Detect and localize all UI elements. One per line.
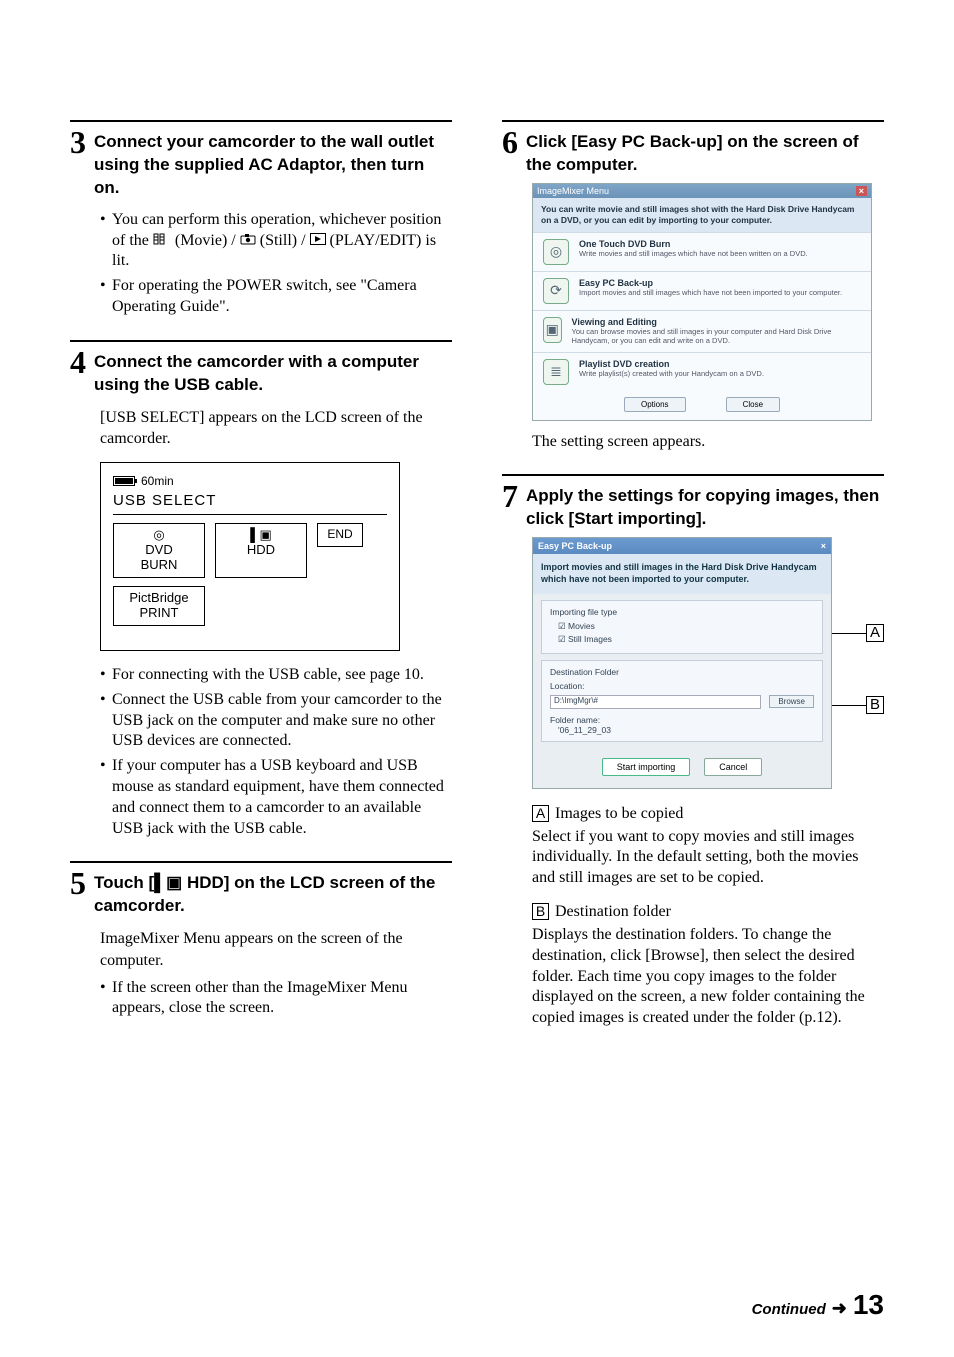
page-number: 13 — [853, 1289, 884, 1321]
folder-name-label: Folder name: — [550, 715, 814, 725]
step-title: Connect the camcorder with a computer us… — [94, 351, 452, 397]
disc-burn-icon: ◎ — [543, 239, 569, 265]
location-input[interactable]: D:\ImgMgr\# — [550, 695, 761, 709]
definition-a-body: Select if you want to copy movies and st… — [532, 827, 884, 889]
step-7: 7 Apply the settings for copying images,… — [502, 474, 884, 1029]
menu-item-one-touch[interactable]: ◎ One Touch DVD BurnWrite movies and sti… — [533, 232, 871, 271]
step-number: 4 — [70, 346, 86, 378]
end-button[interactable]: END — [317, 523, 363, 547]
label-b-box: B — [532, 903, 549, 920]
step-number: 3 — [70, 126, 86, 158]
menu-header: You can write movie and still images sho… — [533, 198, 871, 232]
arrow-icon: ➜ — [832, 1298, 847, 1319]
hdd-icon: ▌▣ — [222, 528, 300, 543]
bullet: Connect the USB cable from your camcorde… — [100, 690, 452, 752]
easy-pc-backup-window: Easy PC Back-up × Import movies and stil… — [532, 537, 832, 788]
step-title: Connect your camcorder to the wall outle… — [94, 131, 452, 200]
still-icon — [240, 231, 256, 252]
callout-a: A — [866, 624, 884, 642]
callout-b: B — [866, 696, 884, 714]
close-icon[interactable]: × — [856, 186, 867, 196]
step-5: 5 Touch [▌▣ HDD] on the LCD screen of th… — [70, 861, 452, 1019]
folder-name-value: '06_11_29_03 — [558, 725, 814, 735]
location-label: Location: — [550, 681, 814, 691]
play-icon — [310, 231, 326, 252]
movies-checkbox[interactable]: ☑ Movies — [558, 621, 814, 632]
usb-title: USB SELECT — [113, 491, 387, 511]
label-a-box: A — [532, 805, 549, 822]
imagemixer-menu-window: ImageMixer Menu × You can write movie an… — [532, 183, 872, 421]
start-importing-button[interactable]: Start importing — [602, 758, 691, 776]
bullet: For connecting with the USB cable, see p… — [100, 665, 452, 686]
step-3: 3 Connect your camcorder to the wall out… — [70, 120, 452, 318]
window-title: ImageMixer Menu — [537, 186, 609, 196]
viewing-icon: ▣ — [543, 317, 562, 343]
step-6: 6 Click [Easy PC Back-up] on the screen … — [502, 120, 884, 452]
backup-icon: ⟳ — [543, 278, 569, 304]
window-title: Easy PC Back-up — [538, 541, 612, 551]
definition-a: A Images to be copied Select if you want… — [532, 805, 884, 889]
definition-b: B Destination folder Displays the destin… — [532, 903, 884, 1029]
menu-item-easy-backup[interactable]: ⟳ Easy PC Back-upImport movies and still… — [533, 271, 871, 310]
cancel-button[interactable]: Cancel — [704, 758, 762, 776]
bullet: You can perform this operation, whicheve… — [100, 210, 452, 272]
step-4: 4 Connect the camcorder with a computer … — [70, 340, 452, 840]
step-intro: [USB SELECT] appears on the LCD screen o… — [100, 407, 452, 450]
usb-time: 60min — [141, 473, 174, 489]
movie-icon — [153, 231, 171, 252]
bullet: For operating the POWER switch, see "Cam… — [100, 276, 452, 318]
bullet: If your computer has a USB keyboard and … — [100, 756, 452, 839]
step-title: Click [Easy PC Back-up] on the screen of… — [526, 131, 884, 177]
importing-type-section: Importing file type ☑ Movies ☑ Still Ima… — [541, 600, 823, 654]
step-number: 5 — [70, 867, 86, 899]
close-icon[interactable]: × — [821, 541, 826, 551]
backup-header: Import movies and still images in the Ha… — [533, 554, 831, 593]
disc-icon: ◎ — [120, 528, 198, 543]
step-title: Apply the settings for copying images, t… — [526, 485, 884, 531]
step-title: Touch [▌▣ HDD] on the LCD screen of the … — [94, 872, 452, 918]
step-after: The setting screen appears. — [532, 431, 884, 453]
hdd-button[interactable]: ▌▣ HDD — [215, 523, 307, 578]
options-button[interactable]: Options — [624, 397, 686, 412]
page-footer: Continued ➜ 13 — [752, 1289, 884, 1321]
still-images-checkbox[interactable]: ☑ Still Images — [558, 634, 814, 645]
hdd-icon: ▌▣ — [154, 873, 182, 892]
step-number: 7 — [502, 480, 518, 512]
browse-button[interactable]: Browse — [769, 695, 814, 708]
close-button[interactable]: Close — [726, 397, 780, 412]
destination-section: Destination Folder Location: D:\ImgMgr\#… — [541, 660, 823, 742]
step-number: 6 — [502, 126, 518, 158]
definition-a-title: Images to be copied — [555, 805, 683, 823]
bullet: If the screen other than the ImageMixer … — [100, 978, 452, 1020]
dvd-burn-button[interactable]: ◎ DVDBURN — [113, 523, 205, 578]
definition-b-body: Displays the destination folders. To cha… — [532, 925, 884, 1029]
battery-icon — [113, 476, 135, 486]
continued-label: Continued — [752, 1301, 826, 1318]
definition-b-title: Destination folder — [555, 903, 671, 921]
playlist-icon: ≣ — [543, 359, 569, 385]
menu-item-viewing[interactable]: ▣ Viewing and EditingYou can browse movi… — [533, 310, 871, 352]
menu-item-playlist[interactable]: ≣ Playlist DVD creationWrite playlist(s)… — [533, 352, 871, 391]
pictbridge-button[interactable]: PictBridgePRINT — [113, 586, 205, 626]
usb-select-screen: 60min USB SELECT ◎ DVDBURN ▌▣ HDD — [100, 462, 400, 651]
step-intro: ImageMixer Menu appears on the screen of… — [100, 928, 452, 971]
